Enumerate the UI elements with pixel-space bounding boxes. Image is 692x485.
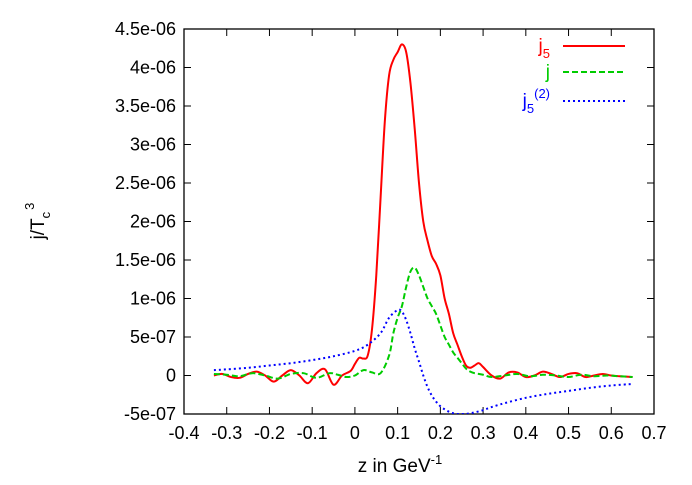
y-tick-label: 4.5e-06 [115, 19, 176, 39]
x-tick-label: 0.5 [556, 423, 581, 443]
series-line-1 [213, 266, 633, 380]
x-tick-label: -0.4 [168, 423, 199, 443]
y-tick-label: 3e-06 [130, 135, 176, 155]
x-tick-label: -0.3 [211, 423, 242, 443]
y-tick-label: 4e-06 [130, 58, 176, 78]
y-tick-label: -5e-07 [124, 404, 176, 424]
x-tick-label: 0 [350, 423, 360, 443]
x-tick-label: 0.6 [599, 423, 624, 443]
axis-ticks: -0.4 -0.3 -0.2 -0.1 0 0.1 0.2 0.3 0.4 0.5 0.6 0.7 -5… [115, 19, 667, 443]
x-axis-label: z in GeV-1 [358, 452, 442, 477]
y-tick-label: 0 [166, 366, 176, 386]
x-tick-label: -0.2 [254, 423, 285, 443]
legend-label-1: j [545, 62, 550, 83]
series-group [213, 43, 633, 414]
y-tick-label: 2e-06 [130, 212, 176, 232]
series-line-2 [213, 308, 633, 414]
y-tick-label: 1e-06 [130, 289, 176, 309]
plot-frame [183, 28, 655, 415]
y-axis-label: j/Tc3 [22, 203, 53, 241]
x-tick-label: 0.4 [513, 423, 538, 443]
legend: j5j j5(2) [522, 36, 625, 116]
x-tick-label: 0.7 [641, 423, 666, 443]
y-tick-label: 3.5e-06 [115, 96, 176, 116]
x-tick-label: 0.2 [428, 423, 453, 443]
series-line-0 [213, 43, 633, 386]
y-tick-label: 2.5e-06 [115, 173, 176, 193]
y-tick-label: 5e-07 [130, 327, 176, 347]
y-tick-label: 1.5e-06 [115, 250, 176, 270]
legend-label-0: j5 [538, 36, 550, 61]
legend-label-2: j5(2) [522, 86, 550, 116]
x-tick-label: -0.1 [297, 423, 328, 443]
x-tick-label: 0.1 [385, 423, 410, 443]
x-tick-label: 0.3 [471, 423, 496, 443]
